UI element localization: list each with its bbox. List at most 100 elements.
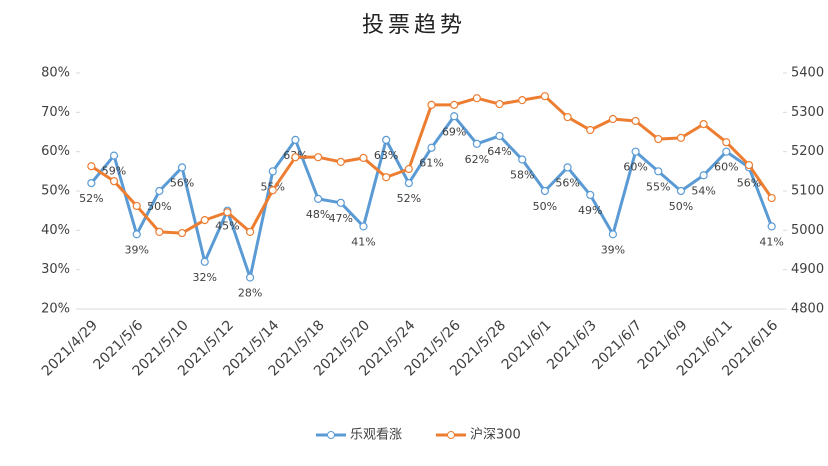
point [177,228,187,238]
point [291,153,300,162]
point [654,134,663,144]
value-label: 54% [691,184,715,197]
value-label: 50% [669,200,693,213]
value-label: 63% [374,149,398,162]
point [382,135,391,144]
point [359,222,368,231]
value-label: 50% [147,200,171,213]
point [404,164,413,174]
point [472,94,481,103]
point [155,186,164,196]
point [132,230,141,239]
value-label: 39% [124,243,148,256]
point [518,155,527,164]
y-tick-label: 80% [41,66,70,81]
value-label: 55% [646,180,670,193]
y2-tick-label: 4800 [791,302,824,317]
point [109,177,119,186]
point [291,135,300,144]
value-label: 60% [714,161,738,174]
point [608,114,618,124]
y2-tick-label: 5200 [791,144,824,159]
point [676,186,686,196]
point [540,186,549,196]
point [676,133,686,142]
value-label: 28% [238,287,262,300]
point [268,167,277,176]
point [472,139,481,148]
point [540,92,549,101]
point [586,190,595,200]
point [87,179,96,188]
point [200,257,209,266]
point [631,116,640,126]
legend-marker [327,431,335,439]
point [699,171,708,180]
point [699,120,708,129]
x-tick-label: 2021/4/29 [39,317,101,379]
legend-label: 乐观看涨 [350,427,402,443]
point [268,186,277,195]
point [518,96,527,105]
point [450,100,459,109]
point [223,208,232,217]
point [563,112,572,122]
point [722,138,731,147]
point [767,193,776,203]
point [427,100,436,109]
value-label: 56% [555,176,579,189]
y2-tick-label: 4900 [791,262,824,277]
point [767,222,776,231]
y2-tick-label: 5100 [791,184,824,199]
point [336,198,345,207]
value-label: 52% [397,192,421,205]
chart-title: 投票趋势 [362,13,466,38]
value-label: 60% [623,161,647,174]
y2-tick-label: 5000 [791,223,824,238]
value-label: 62% [465,153,489,166]
value-label: 41% [759,235,783,248]
point [744,160,754,170]
value-label: 47% [329,212,353,225]
point [654,167,663,176]
y-tick-label: 20% [41,302,70,317]
point [245,227,255,237]
point [404,179,413,188]
point [495,131,504,141]
value-label: 50% [533,200,557,213]
value-label: 64% [487,145,511,158]
value-label: 32% [192,271,216,284]
value-label: 52% [79,192,103,205]
point [314,153,323,162]
y-tick-label: 60% [41,144,70,159]
point [586,125,595,135]
series-line [90,114,774,280]
point [155,227,164,237]
y-tick-label: 40% [41,223,70,238]
point [450,112,459,121]
point [336,157,345,166]
point [427,143,436,152]
value-label: 56% [170,176,194,189]
point [359,153,368,163]
point [382,173,391,182]
legend-label: 沪深300 [470,427,521,443]
point [109,151,119,160]
value-label: 45% [215,220,239,233]
point [495,99,504,109]
y2-tick-label: 5400 [791,66,824,81]
legend-marker [447,431,455,439]
point [314,194,323,203]
value-label: 59% [102,165,126,178]
y-tick-label: 70% [41,105,70,120]
value-label: 39% [601,243,625,256]
point [87,162,96,171]
value-label: 61% [419,157,443,170]
point [631,147,640,156]
point [245,273,255,282]
y-tick-label: 30% [41,262,70,277]
value-label: 58% [510,169,534,182]
point [132,201,141,211]
point [177,163,187,172]
